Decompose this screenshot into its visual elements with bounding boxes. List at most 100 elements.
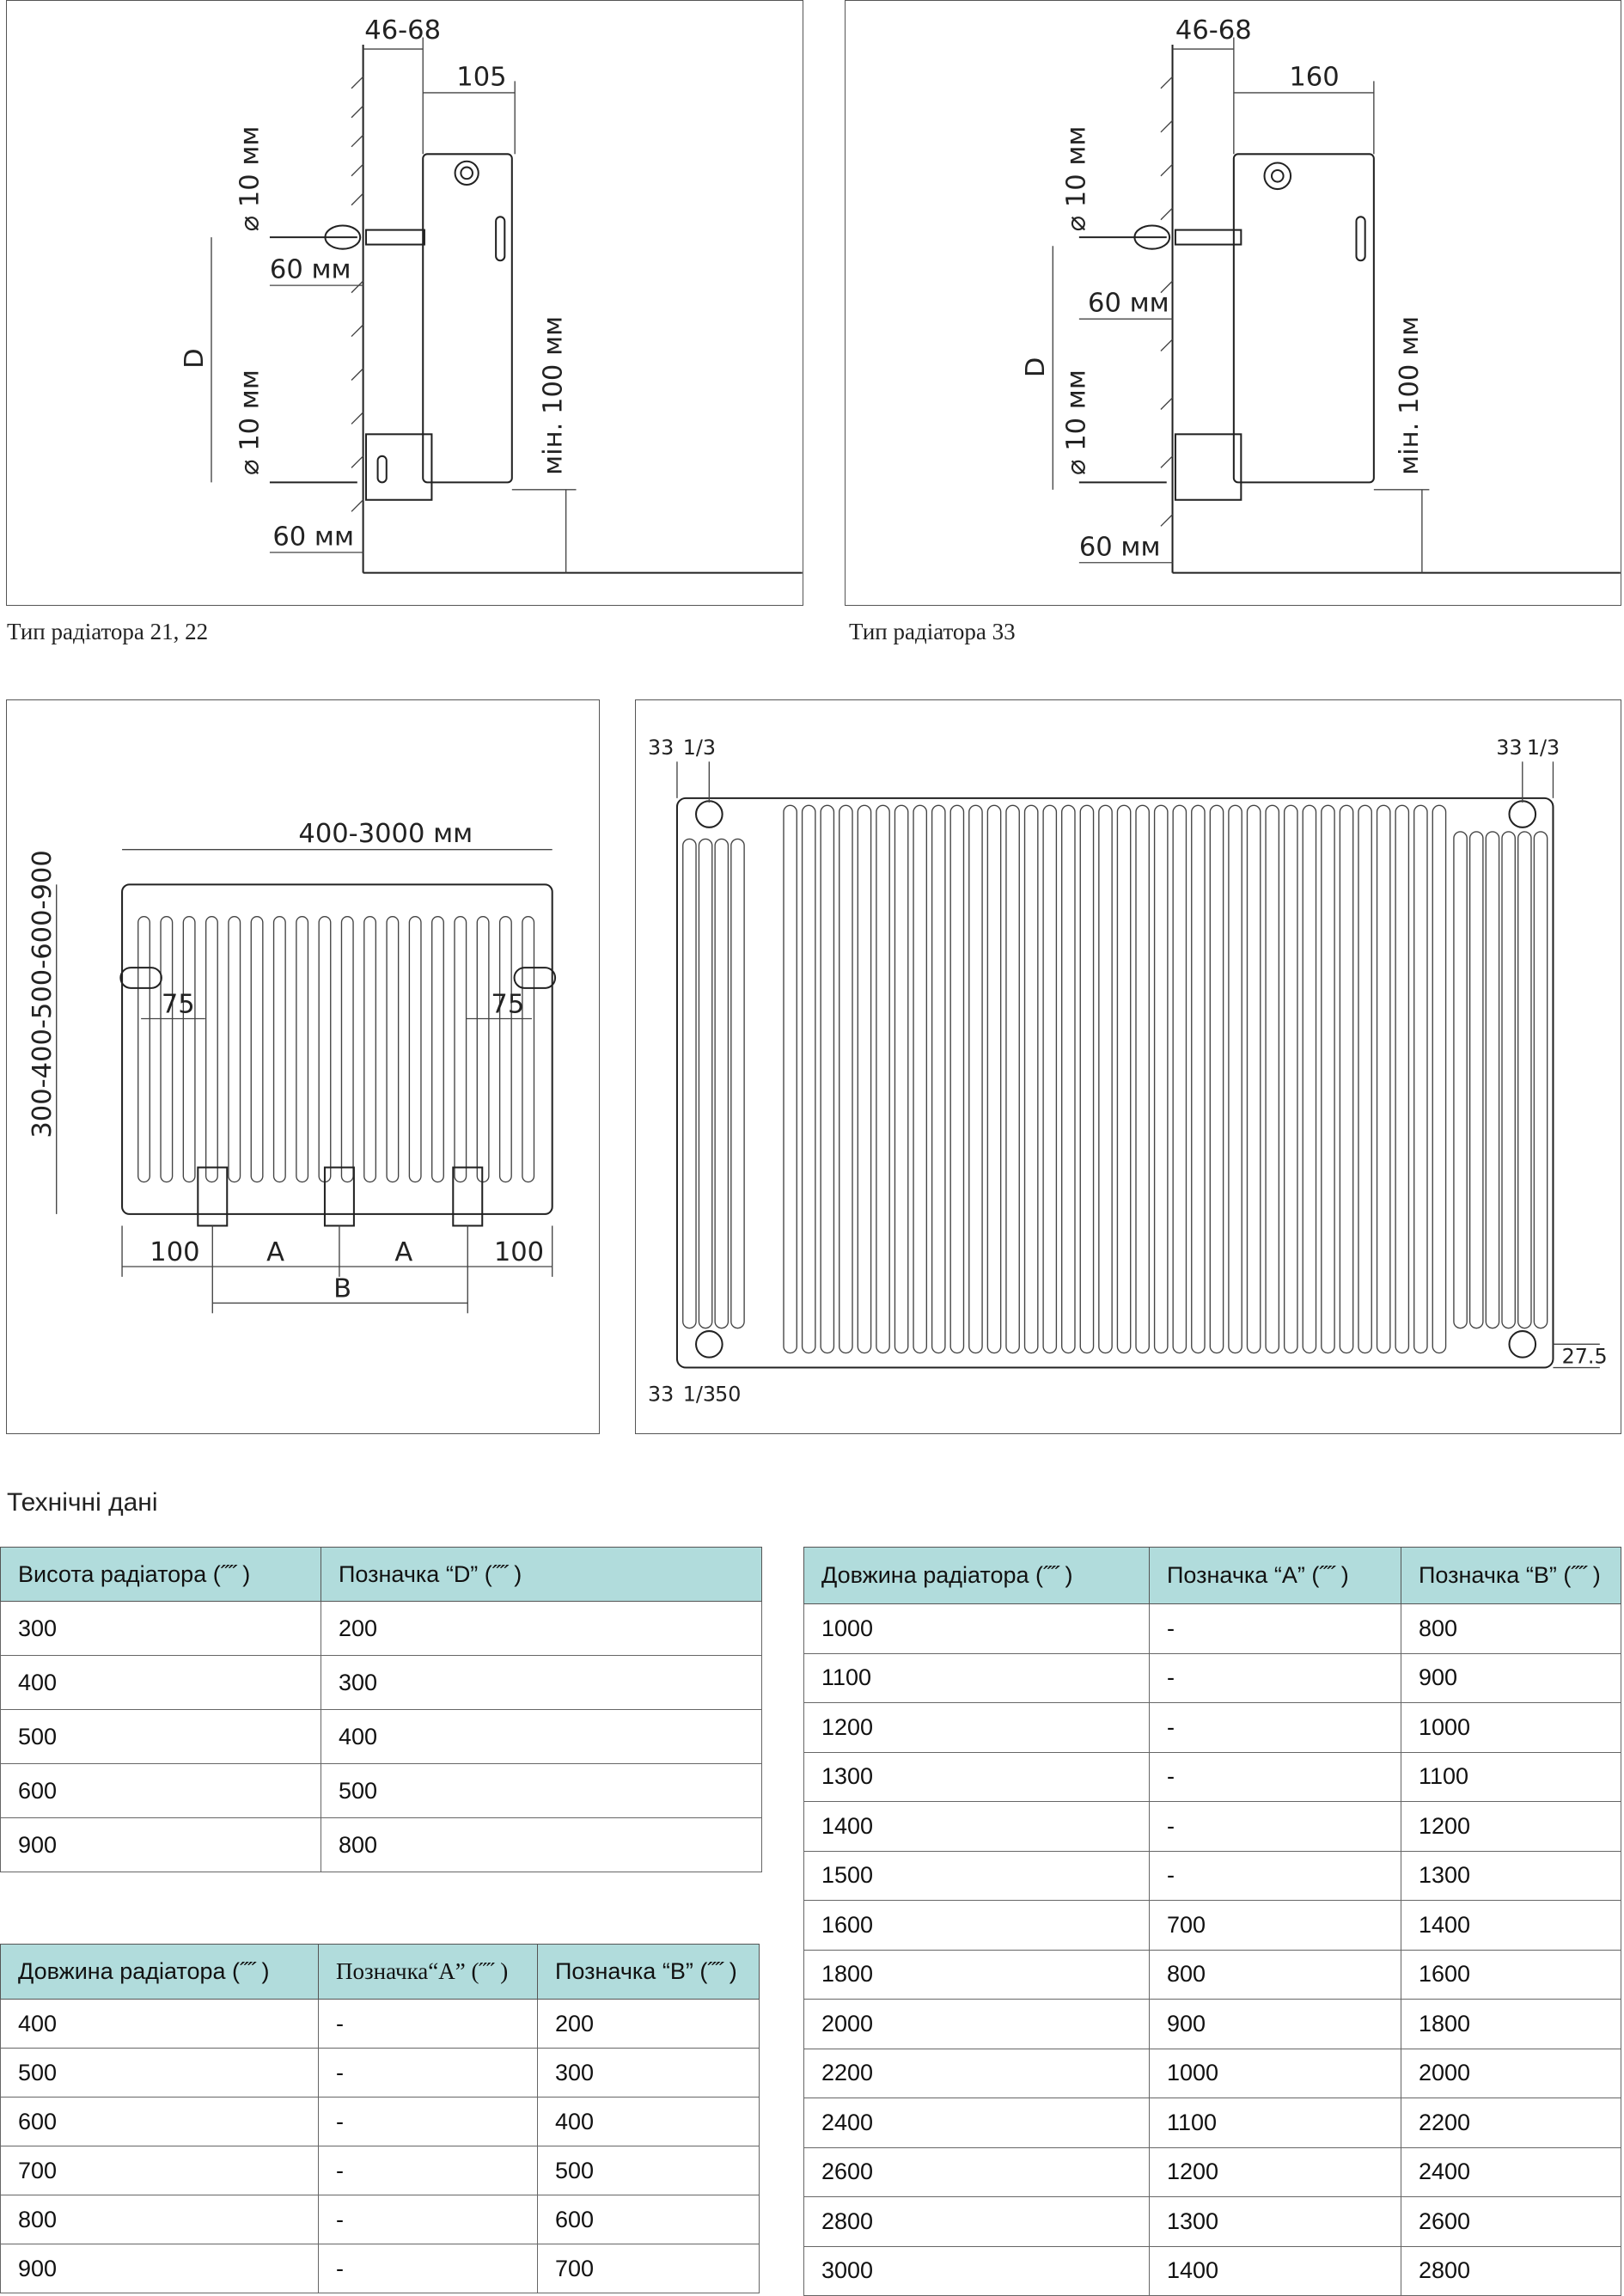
radiator-frame bbox=[121, 883, 553, 1215]
radiator-fin bbox=[1339, 804, 1354, 1354]
table-row: 2200 1000 2000 bbox=[803, 2048, 1621, 2098]
radiator-fin bbox=[137, 916, 150, 1183]
table-row: 1000-800 bbox=[803, 1603, 1621, 1654]
table-cell: 500 bbox=[0, 1709, 321, 1764]
bottom-bracket bbox=[1174, 433, 1242, 501]
length-table-large: Довжина радіатора (˝˝ ) Позначка “A” (˝˝ … bbox=[803, 1547, 1621, 2296]
d-label: D bbox=[180, 348, 210, 369]
table-cell: - bbox=[1149, 1702, 1401, 1753]
radiator-fin bbox=[730, 838, 745, 1329]
table-cell: - bbox=[1149, 1652, 1401, 1703]
side-view-drawing: 46-68 160 D ⌀ 10 мм ⌀ 10 мм 60 мм 60 мм … bbox=[1021, 15, 1621, 574]
table-cell: 1300 bbox=[803, 1751, 1150, 1802]
table-row: 3000 1400 2800 bbox=[803, 2245, 1621, 2296]
table-row: 2400 1100 2200 bbox=[803, 2098, 1621, 2148]
radiator-fin bbox=[386, 916, 400, 1183]
radiator-fin bbox=[1246, 804, 1261, 1354]
table-cell: 1300 bbox=[1149, 2196, 1401, 2247]
table-cell: 1000 bbox=[803, 1603, 1150, 1654]
section-title: Технічні дані bbox=[7, 1488, 158, 1517]
radiator-fin bbox=[1265, 804, 1280, 1354]
caption-type-33: Тип радіатора 33 bbox=[849, 619, 1016, 644]
depth-label: 105 bbox=[456, 62, 506, 92]
min-floor-label: мін. 100 мм bbox=[1395, 316, 1425, 475]
radiator-fin bbox=[431, 916, 444, 1183]
diameter-bottom-label: ⌀ 10 мм bbox=[235, 369, 265, 475]
bottom-left-connection bbox=[695, 1330, 723, 1359]
table-cell: 1200 bbox=[1401, 1801, 1621, 1852]
radiator-fin bbox=[698, 838, 713, 1329]
radiator-fin bbox=[1061, 804, 1076, 1354]
table-cell: 2000 bbox=[803, 1999, 1150, 2049]
table-cell: 900 bbox=[1401, 1652, 1621, 1703]
radiator-fin bbox=[296, 916, 309, 1183]
drill-top-label: 60 мм bbox=[1088, 289, 1169, 319]
table-cell: - bbox=[318, 2244, 538, 2293]
top-right-fraction-label: 1/3 bbox=[1527, 736, 1560, 760]
table-cell: 700 bbox=[0, 2146, 319, 2195]
table-cell: 2400 bbox=[1401, 2146, 1621, 2197]
radiator-fin bbox=[1023, 804, 1039, 1354]
table-cell: 600 bbox=[0, 2097, 319, 2146]
table-row: 400-200 bbox=[0, 1999, 760, 2049]
radiator-fin bbox=[894, 804, 909, 1354]
table-cell: 1000 bbox=[1149, 2048, 1401, 2098]
side-view-drawing: 46-68 105 D ⌀ 10 мм ⌀ 10 мм 60 мм 60 мм … bbox=[180, 15, 803, 574]
radiator-fin bbox=[522, 916, 535, 1183]
radiator-fin bbox=[801, 804, 816, 1354]
radiator-fin bbox=[182, 916, 196, 1183]
radiator-fin bbox=[949, 804, 965, 1354]
radiator-body bbox=[1232, 153, 1375, 484]
table-cell: 800 bbox=[321, 1817, 762, 1872]
bottom-bracket bbox=[364, 433, 433, 501]
radiator-fin bbox=[783, 804, 797, 1354]
wall-hatch bbox=[351, 76, 364, 512]
column-header: Довжина радіатора (˝˝ ) bbox=[0, 1944, 319, 2000]
length-label: 400-3000 мм bbox=[298, 819, 473, 849]
radiator-fin bbox=[1395, 804, 1410, 1354]
table-row: 1200-1000 bbox=[803, 1702, 1621, 1753]
column-header: Позначка “B” (˝˝ ) bbox=[1401, 1547, 1621, 1604]
bottom-right-connection bbox=[1508, 1330, 1537, 1359]
table-cell: 1600 bbox=[803, 1900, 1150, 1951]
table-row: 700-500 bbox=[0, 2146, 760, 2195]
radiator-fin bbox=[839, 804, 853, 1354]
radiator-fin bbox=[1321, 804, 1335, 1354]
table-cell: - bbox=[1149, 1751, 1401, 1802]
table-row: 600 500 bbox=[0, 1763, 762, 1818]
radiator-fin bbox=[318, 916, 332, 1183]
table-row: 400 300 bbox=[0, 1655, 762, 1710]
radiator-fin bbox=[1453, 831, 1468, 1329]
radiator-fin bbox=[205, 916, 218, 1183]
table-row: 600-400 bbox=[0, 2097, 760, 2146]
radiator-fin bbox=[857, 804, 872, 1354]
table-cell: 700 bbox=[1149, 1900, 1401, 1951]
radiator-fin bbox=[1209, 804, 1224, 1354]
min-floor-label: мін. 100 мм bbox=[539, 316, 569, 475]
top-bracket bbox=[1174, 229, 1242, 246]
table-cell: 2600 bbox=[803, 2146, 1150, 2197]
column-header: Довжина радіатора (˝˝ ) bbox=[803, 1547, 1150, 1604]
radiator-fin bbox=[228, 916, 241, 1183]
column-header: Висота радіатора (˝˝ ) bbox=[0, 1547, 321, 1602]
table-cell: 800 bbox=[1149, 1949, 1401, 2000]
table-row: 1500-1300 bbox=[803, 1850, 1621, 1901]
table-cell: 1400 bbox=[1149, 2245, 1401, 2296]
table-cell: 900 bbox=[0, 2244, 319, 2293]
radiator-fin bbox=[876, 804, 890, 1354]
table-cell: 300 bbox=[0, 1601, 321, 1656]
diameter-bottom-label: ⌀ 10 мм bbox=[1062, 369, 1092, 475]
table-cell: - bbox=[318, 2146, 538, 2195]
radiator-fin bbox=[968, 804, 983, 1354]
wall-offset-label: 46-68 bbox=[1175, 15, 1252, 46]
table-cell: 1200 bbox=[803, 1702, 1150, 1753]
table-cell: - bbox=[318, 2195, 538, 2244]
edge-right-label: 100 bbox=[494, 1237, 544, 1267]
side-view-type-21-22: 46-68 105 D ⌀ 10 мм ⌀ 10 мм 60 мм 60 мм … bbox=[6, 0, 803, 606]
table-cell: 1800 bbox=[1401, 1999, 1621, 2049]
radiator-fin bbox=[476, 916, 490, 1183]
radiator-fin bbox=[913, 804, 928, 1354]
length-table-small: Довжина радіатора (˝˝ ) Позначка“A” (˝˝ )… bbox=[0, 1944, 760, 2293]
wall-offset-label: 46-68 bbox=[364, 15, 441, 46]
radiator-fin bbox=[250, 916, 264, 1183]
